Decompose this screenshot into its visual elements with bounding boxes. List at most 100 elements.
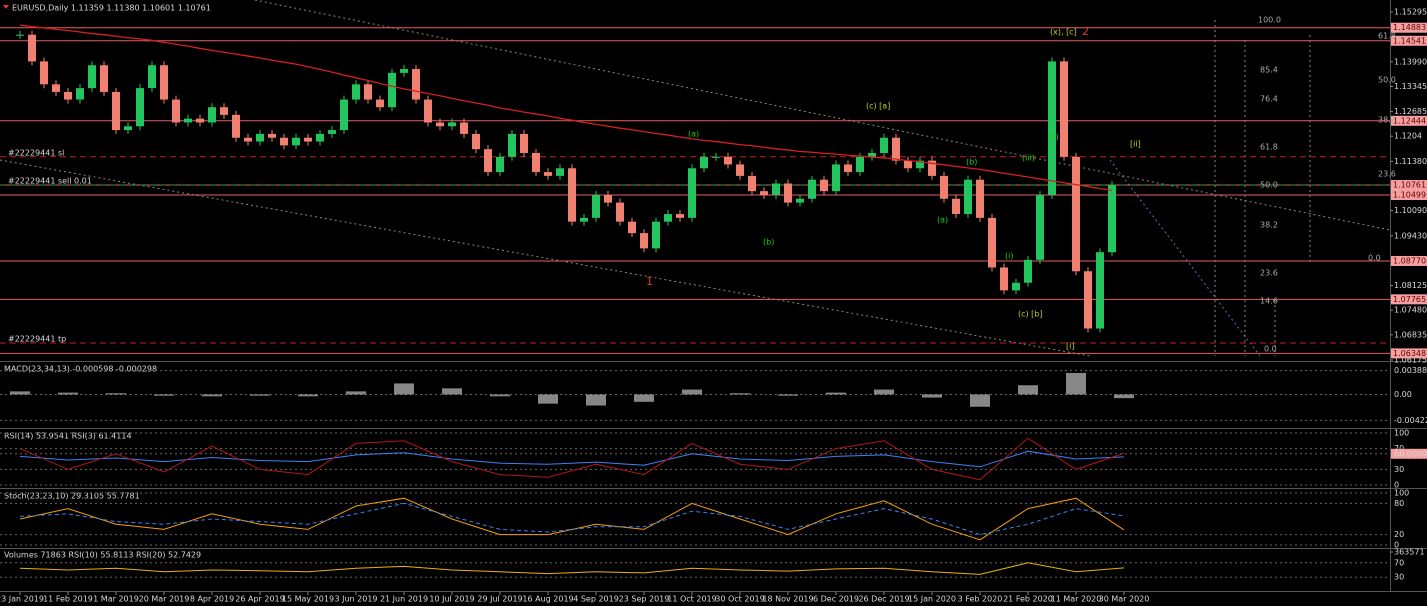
moving-average xyxy=(19,24,1113,192)
histogram-bar xyxy=(298,394,318,397)
histogram-bar xyxy=(1066,372,1086,395)
candle xyxy=(484,149,492,173)
histogram-bar xyxy=(106,393,126,395)
x-tick-label: 4 Sep 2019 xyxy=(573,595,619,604)
candle xyxy=(988,217,996,268)
candle xyxy=(232,114,240,138)
x-tick-label: 15 Jan 2020 xyxy=(908,595,956,604)
candle xyxy=(388,72,396,108)
x-tick-label: 11 Feb 2019 xyxy=(43,595,93,604)
candle xyxy=(148,65,156,89)
x-tick-label: 20 Mar 2019 xyxy=(139,595,190,604)
histogram-bar xyxy=(58,392,78,395)
candle xyxy=(1060,61,1068,157)
histogram-bar xyxy=(346,391,366,395)
level-box xyxy=(1391,180,1427,191)
annotation: 0.0 xyxy=(1264,345,1277,354)
y-tick-label: 1.08125 xyxy=(1394,281,1427,290)
candle xyxy=(1096,252,1104,329)
annotation: [i] xyxy=(1066,342,1074,351)
candle xyxy=(136,88,144,127)
annotation: 23.6 xyxy=(1260,269,1278,278)
panel-title: MACD(23,34,13) -0.000598 -0.000298 xyxy=(4,365,157,374)
histogram-bar xyxy=(826,392,846,395)
histogram-bar xyxy=(1114,394,1134,399)
y-tick-label: 0.00 xyxy=(1394,390,1412,399)
histogram-bar xyxy=(874,389,894,395)
histogram-bar xyxy=(538,394,558,404)
candle xyxy=(892,137,900,161)
candle xyxy=(316,133,324,142)
histogram-bar xyxy=(970,394,990,407)
histogram-bar xyxy=(586,394,606,406)
x-tick-label: 23 Sep 2019 xyxy=(619,595,670,604)
candle xyxy=(796,198,804,203)
annotation: 38.2 xyxy=(1378,116,1396,125)
level-label: 1.10761 xyxy=(1393,181,1426,190)
candle xyxy=(976,179,984,218)
x-tick-label: 23 Jan 2019 xyxy=(0,595,44,604)
annotation: (c) [b] xyxy=(1018,310,1043,319)
y-tick-label: 1.13345 xyxy=(1394,82,1427,91)
candle xyxy=(424,99,432,123)
candle xyxy=(952,198,960,215)
annotation: (a) xyxy=(688,130,699,139)
candle xyxy=(76,88,84,100)
histogram-bar xyxy=(490,394,510,397)
level-box xyxy=(1391,448,1427,459)
candle xyxy=(724,156,732,165)
candle xyxy=(748,175,756,192)
panel-title: Stoch(23,23,10) 29.3105 55.7781 xyxy=(4,492,140,501)
candle xyxy=(640,233,648,249)
order-label: #22229441 sell 0.01 xyxy=(8,177,92,186)
candle xyxy=(1084,271,1092,329)
annotation: (i) xyxy=(1005,252,1013,261)
x-tick-label: 18 Nov 2019 xyxy=(762,595,813,604)
candle xyxy=(616,202,624,222)
level-box xyxy=(1391,255,1427,266)
candle xyxy=(436,122,444,127)
annotation: 50.0 xyxy=(1260,181,1278,190)
candle xyxy=(772,183,780,195)
candle xyxy=(868,152,876,157)
channel-lines xyxy=(0,0,1391,357)
annotation: 38.2 xyxy=(1260,221,1278,230)
x-tick-label: 11 Oct 2019 xyxy=(667,595,716,604)
y-tick-label: 60.0000 xyxy=(1394,449,1427,458)
y-tick-label: 100 xyxy=(1394,489,1409,498)
histogram-bar xyxy=(634,394,654,402)
y-tick-label: 20 xyxy=(1394,530,1404,539)
y-tick-label: 30 xyxy=(1394,465,1404,474)
annotation: 61.8 xyxy=(1260,143,1278,152)
candle xyxy=(88,65,96,89)
level-label: 1.12444 xyxy=(1393,116,1426,125)
candle xyxy=(604,194,612,203)
panel-borders xyxy=(0,0,1427,592)
candle xyxy=(220,107,228,115)
candle xyxy=(832,164,840,192)
histogram-bar xyxy=(250,394,270,396)
candle xyxy=(172,99,180,123)
candle xyxy=(460,122,468,134)
indicator-line xyxy=(19,562,1125,575)
y-tick-label: 70 xyxy=(1394,558,1404,567)
annotation: (a) xyxy=(937,216,948,225)
x-tick-label: 30 Mar 2020 xyxy=(1099,595,1150,604)
level-box xyxy=(1391,294,1427,305)
candle xyxy=(64,91,72,100)
candle xyxy=(340,99,348,131)
candle xyxy=(1072,156,1080,272)
annotation: (b) xyxy=(763,238,774,247)
x-tick-label: 8 Apr 2019 xyxy=(190,595,234,604)
annotation: 100.0 xyxy=(1258,16,1281,25)
candle xyxy=(736,164,744,176)
candle xyxy=(16,34,24,36)
y-tick-label: 100 xyxy=(1394,429,1409,438)
candle xyxy=(100,65,108,92)
x-tick-label: 6 Dec 2019 xyxy=(813,595,859,604)
y2-tick-label: 363571 xyxy=(1394,548,1425,557)
candle xyxy=(1036,194,1044,260)
x-tick-label: 30 Oct 2019 xyxy=(715,595,764,604)
